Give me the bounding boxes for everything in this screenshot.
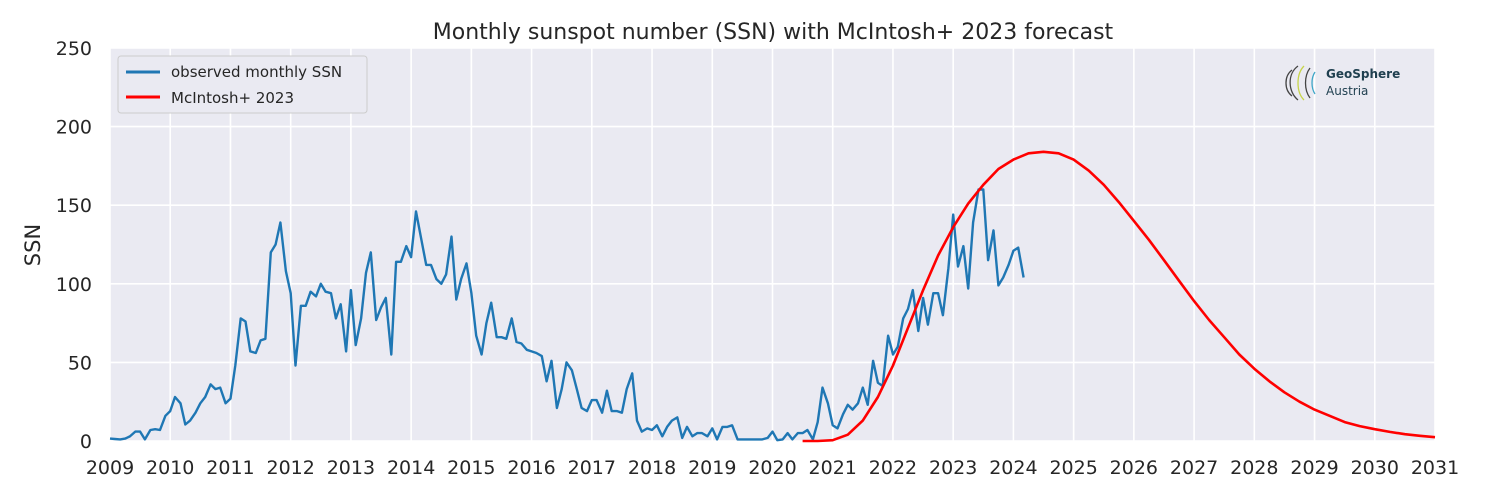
x-tick-label: 2013 xyxy=(327,457,375,479)
geosphere-swirl-icon xyxy=(1285,65,1316,101)
x-tick-label: 2011 xyxy=(206,457,254,479)
y-axis-label: SSN xyxy=(21,224,45,266)
geosphere-logo: GeoSphere Austria xyxy=(1285,65,1400,101)
x-tick-label: 2025 xyxy=(1049,457,1097,479)
series-layer xyxy=(109,150,1436,443)
grid-horizontal xyxy=(110,47,1435,442)
series-line-observed xyxy=(109,188,1025,442)
x-tick-label: 2020 xyxy=(748,457,796,479)
chart-title: Monthly sunspot number (SSN) with McInto… xyxy=(433,20,1114,45)
x-tick-label: 2014 xyxy=(387,457,435,479)
x-tick-label: 2010 xyxy=(146,457,194,479)
x-tick-label: 2031 xyxy=(1411,457,1459,479)
x-tick-label: 2012 xyxy=(267,457,315,479)
x-tick-label: 2027 xyxy=(1170,457,1218,479)
legend-label-forecast: McIntosh+ 2023 xyxy=(171,89,294,107)
x-tick-labels: 2009 2010 2011 2012 2013 2014 2015 2016 2017 2018… xyxy=(86,457,1459,479)
x-tick-label: 2028 xyxy=(1230,457,1278,479)
y-tick-label: 200 xyxy=(56,117,92,139)
x-tick-label: 2016 xyxy=(507,457,555,479)
y-tick-label: 0 xyxy=(80,431,92,453)
logo-name: GeoSphere xyxy=(1326,67,1400,81)
x-tick-label: 2017 xyxy=(568,457,616,479)
y-tick-label: 100 xyxy=(56,274,92,296)
legend: observed monthly SSN McIntosh+ 2023 xyxy=(117,55,368,114)
y-tick-label: 50 xyxy=(68,352,92,374)
x-tick-label: 2015 xyxy=(447,457,495,479)
x-tick-label: 2018 xyxy=(628,457,676,479)
x-tick-label: 2029 xyxy=(1290,457,1338,479)
x-tick-label: 2024 xyxy=(989,457,1037,479)
x-tick-label: 2022 xyxy=(869,457,917,479)
logo-sub: Austria xyxy=(1326,84,1368,98)
legend-box xyxy=(117,55,368,114)
x-tick-label: 2030 xyxy=(1351,457,1399,479)
x-tick-label: 2023 xyxy=(929,457,977,479)
x-tick-label: 2009 xyxy=(86,457,134,479)
legend-label-observed: observed monthly SSN xyxy=(171,63,342,81)
x-tick-label: 2019 xyxy=(688,457,736,479)
y-tick-label: 150 xyxy=(56,195,92,217)
series-line-forecast xyxy=(802,150,1436,443)
x-tick-label: 2021 xyxy=(809,457,857,479)
y-tick-label: 250 xyxy=(56,38,92,60)
y-tick-labels: 0 50 100 150 200 250 xyxy=(56,38,92,453)
x-tick-label: 2026 xyxy=(1110,457,1158,479)
